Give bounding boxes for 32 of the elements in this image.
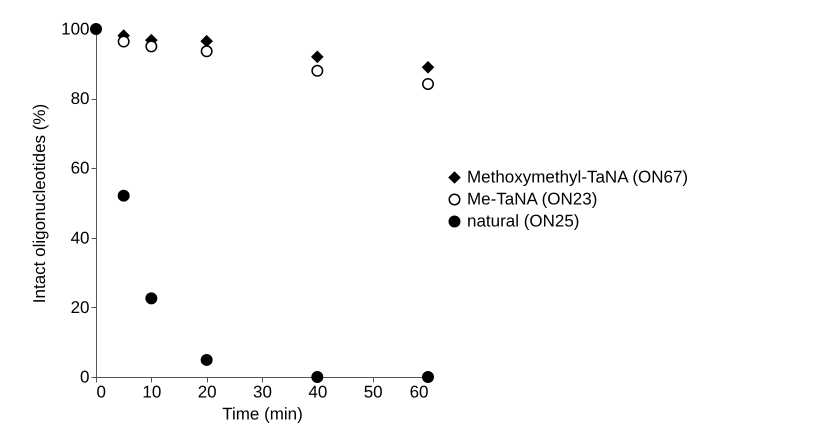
x-tick-label: 20 (198, 382, 217, 402)
point (422, 78, 434, 90)
point (118, 36, 130, 48)
legend-label: Methoxymethyl-TaNA (ON67) (467, 168, 688, 186)
point (145, 40, 158, 52)
point (200, 35, 213, 48)
point (422, 371, 434, 383)
point (311, 64, 324, 77)
y-tick-label: 80 (70, 89, 90, 108)
y-tick-label: 20 (70, 298, 90, 317)
y-axis-title: Intact oligonucleotides (%) (30, 104, 50, 304)
x-tick-label: 0 (96, 382, 106, 402)
x-tick-label: 10 (142, 382, 162, 402)
x-tick-label: 30 (253, 382, 272, 402)
y-tick-label: 60 (70, 158, 90, 178)
point (90, 23, 102, 35)
point (118, 190, 130, 202)
x-tick-label: 50 (364, 382, 383, 402)
legend-label: Me-TaNA (ON23) (467, 190, 598, 208)
point (422, 61, 434, 74)
x-tick-label: 40 (308, 382, 328, 402)
y-tick-label: 0 (80, 368, 90, 386)
y-tick-label: 100 (61, 20, 90, 38)
x-axis-title: Time (min) (222, 404, 303, 424)
point (200, 45, 213, 58)
legend-label: natural (ON25) (467, 212, 580, 230)
point (311, 371, 324, 383)
point (311, 50, 324, 63)
point (145, 292, 158, 304)
x-tick-label: 60 (410, 382, 428, 402)
point (200, 354, 213, 366)
y-tick-label: 40 (70, 228, 90, 248)
